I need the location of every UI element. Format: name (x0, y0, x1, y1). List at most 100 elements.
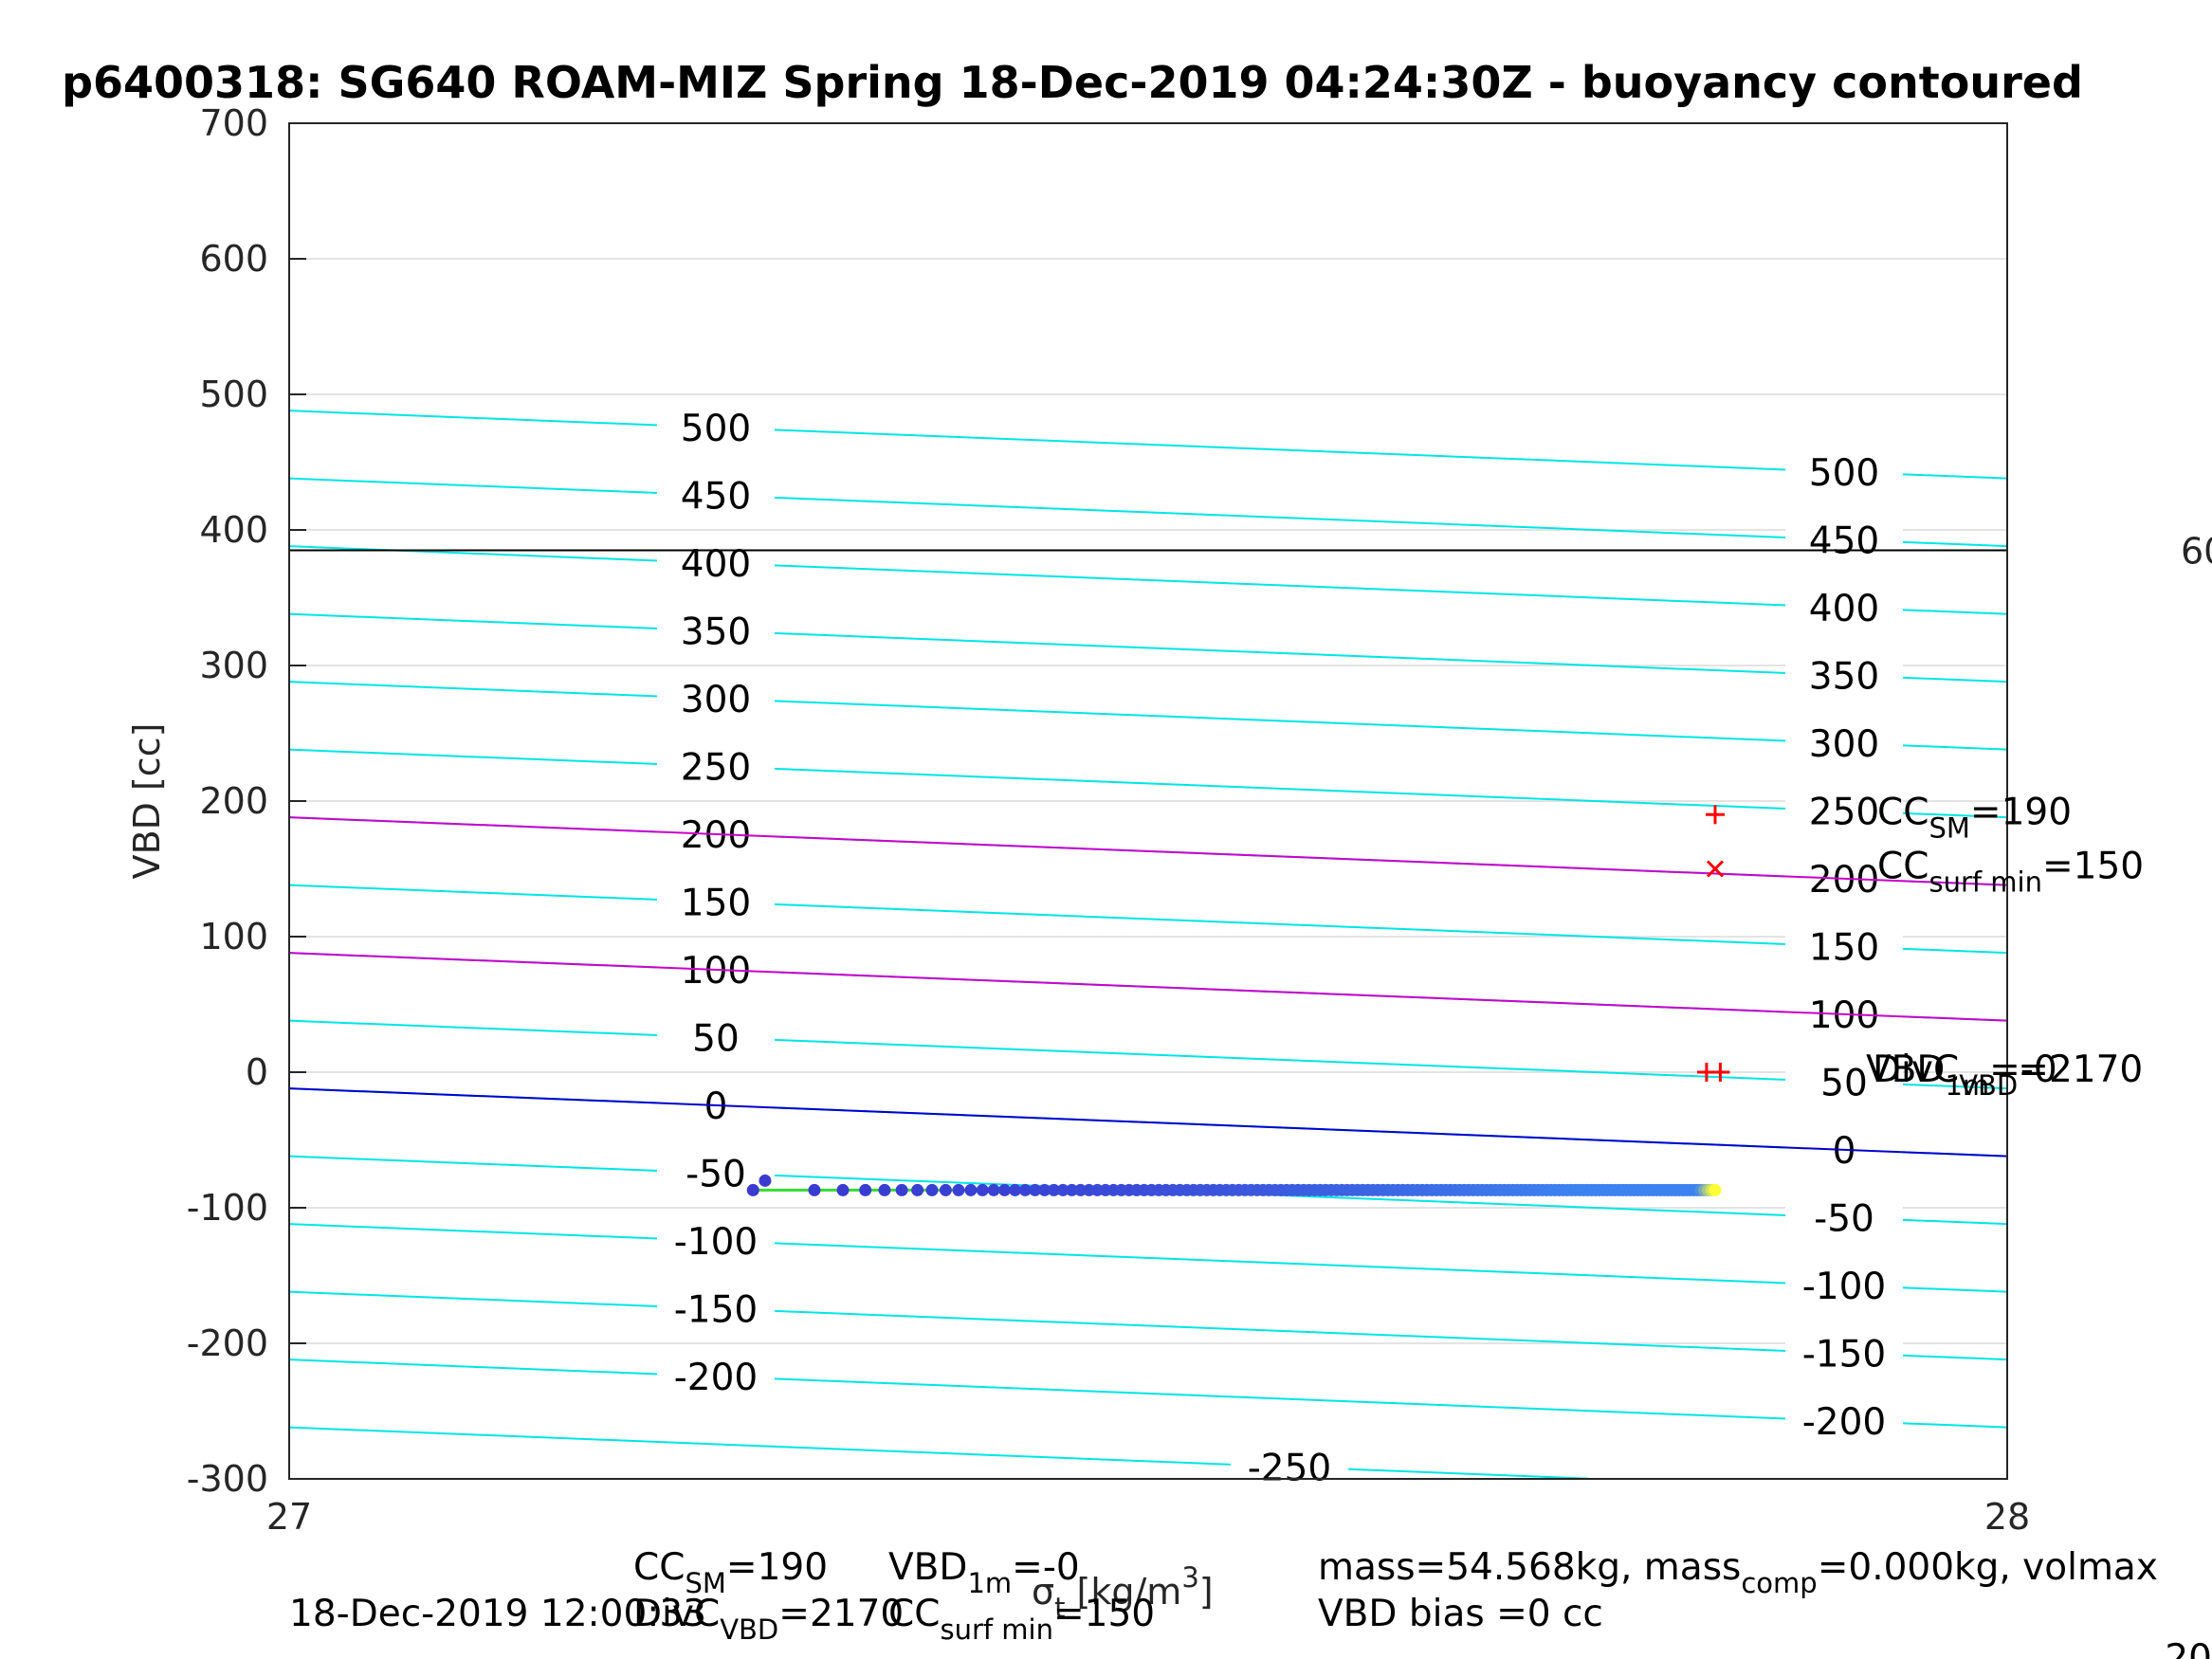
contour-label-left-bg (657, 539, 775, 586)
y-tick-label: 100 (199, 916, 268, 957)
contour-line (289, 1223, 2007, 1293)
contour-line (289, 545, 2007, 615)
contour-label-right-bg (1785, 448, 1903, 495)
data-point (1018, 1183, 1032, 1196)
contour-label-left-bg (657, 404, 775, 450)
footer-divc: DivCVBD=2170 (633, 1593, 904, 1646)
contour-label-left-bg (657, 675, 775, 721)
x-tick-label: 28 (1984, 1496, 2030, 1538)
reference-line: 60 (289, 530, 2212, 572)
data-point (964, 1183, 978, 1196)
contour-label-right: -100 (1802, 1266, 1887, 1308)
contour-label-right-bg (1785, 720, 1903, 766)
y-tick-label: 200 (199, 780, 268, 822)
contour-line (289, 410, 2007, 480)
contour-label-right: 450 (1809, 520, 1879, 562)
contour-label-right-bg (1785, 1262, 1903, 1308)
contour-label-left: 300 (681, 679, 751, 721)
contour-label-right: -200 (1802, 1401, 1887, 1444)
contour-label-left-bg (657, 1353, 775, 1399)
data-point (1038, 1183, 1051, 1196)
highlight-line (289, 952, 2007, 1022)
footer-date: 18-Dec-2019 12:00:33 (289, 1593, 706, 1635)
data-point (976, 1183, 989, 1196)
hline-label: 60 (2181, 530, 2212, 572)
data-point (987, 1183, 1000, 1196)
contour-label-left: -150 (674, 1288, 759, 1331)
data-point (1056, 1183, 1069, 1196)
contour-label-left-bg (657, 472, 775, 519)
contour-line (289, 1426, 1619, 1479)
contour-label-right: 350 (1809, 655, 1879, 698)
y-tick-label: -200 (187, 1322, 268, 1364)
y-tick-label: 300 (199, 645, 268, 686)
contour-label-right-bg (1785, 788, 1903, 834)
data-point (1065, 1183, 1078, 1196)
chart-title: p6400318: SG640 ROAM-MIZ Spring 18-Dec-2… (62, 57, 2083, 108)
contour-line (289, 1290, 2007, 1361)
y-tick-label: 700 (199, 102, 268, 144)
contour-line (289, 1358, 2007, 1429)
y-tick-label: 0 (246, 1051, 268, 1093)
contour-label-left: 500 (681, 408, 751, 450)
data-point (911, 1183, 924, 1196)
data-point (1074, 1183, 1088, 1196)
x-axis-label: σt [kg/m3] (1032, 1561, 1214, 1624)
data-point (878, 1183, 891, 1196)
contour-label-left-bg (657, 743, 775, 790)
data-point (939, 1183, 952, 1196)
contour-line (289, 477, 2007, 548)
contour-label-right-bg (1785, 923, 1903, 970)
data-points (746, 1174, 1722, 1196)
footer-mass: mass=54.568kg, masscomp=0.000kg, volmax (1318, 1546, 2158, 1599)
data-point (952, 1183, 965, 1196)
contour-label-right: 400 (1809, 588, 1879, 630)
contour-label-left: -100 (674, 1221, 759, 1264)
y-tick-label: 500 (199, 374, 268, 415)
contour-label-left: 250 (681, 746, 751, 789)
contour-label-right-bg (1785, 1059, 1903, 1105)
highlight-line (289, 1087, 2007, 1158)
contour-label: -250 (1248, 1447, 1332, 1489)
contour-label-right: 150 (1809, 926, 1879, 969)
contour-label-left: -200 (674, 1357, 759, 1399)
contour-label-right: -150 (1802, 1333, 1887, 1376)
data-point (1709, 1183, 1722, 1196)
markers (1696, 805, 1730, 1082)
cc-surf-min-annotation: CCsurf min=150 (1877, 846, 2144, 899)
contour-line (289, 884, 2007, 955)
contour-label-left-bg (657, 608, 775, 654)
vbd-1m-annotation: VBD1m=-0 (1866, 1048, 2057, 1102)
contour-label-right-bg (1785, 1397, 1903, 1444)
contour-clip (1588, 1469, 2007, 1478)
data-point (925, 1183, 939, 1196)
contour-label-right: 0 (1833, 1130, 1856, 1173)
x-axis-ticks: 27 28 (266, 1462, 2030, 1538)
contour-label-left: 350 (681, 611, 751, 653)
contour-label-right: -50 (1814, 1197, 1874, 1240)
data-point (895, 1183, 908, 1196)
contour-label-left: 150 (681, 882, 751, 924)
contour-label-left: 50 (692, 1017, 740, 1060)
data-point (998, 1183, 1012, 1196)
data-point (1048, 1183, 1061, 1196)
data-point (1029, 1183, 1042, 1196)
contour-label-right-bg (1785, 1194, 1903, 1241)
contour-label-right: 300 (1809, 723, 1879, 766)
y-axis-label: VBD [cc] (126, 723, 168, 880)
contour-label-left-bg (657, 1014, 775, 1061)
footer-text: CCSM=190 VBD1m=-0σt [kg/m3] 18-Dec-2019 12… (289, 1546, 2212, 1659)
data-point (746, 1183, 759, 1196)
footer-vbd-1m: VBD1m=-0 (888, 1546, 1080, 1599)
contour-label-right-bg (1785, 584, 1903, 630)
contour-label-left-bg (657, 1217, 775, 1264)
contour-label-left: -50 (686, 1153, 746, 1195)
data-point (859, 1183, 872, 1196)
footer-cc-sm: CCSM=190 (633, 1546, 828, 1599)
contour-label-right: 500 (1809, 452, 1879, 495)
contour-label-left: 450 (681, 475, 751, 518)
contour-label-left-bg (657, 879, 775, 925)
y-tick-label: -100 (187, 1187, 268, 1229)
